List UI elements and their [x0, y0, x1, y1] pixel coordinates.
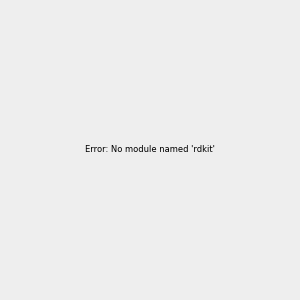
Text: Error: No module named 'rdkit': Error: No module named 'rdkit'	[85, 146, 215, 154]
